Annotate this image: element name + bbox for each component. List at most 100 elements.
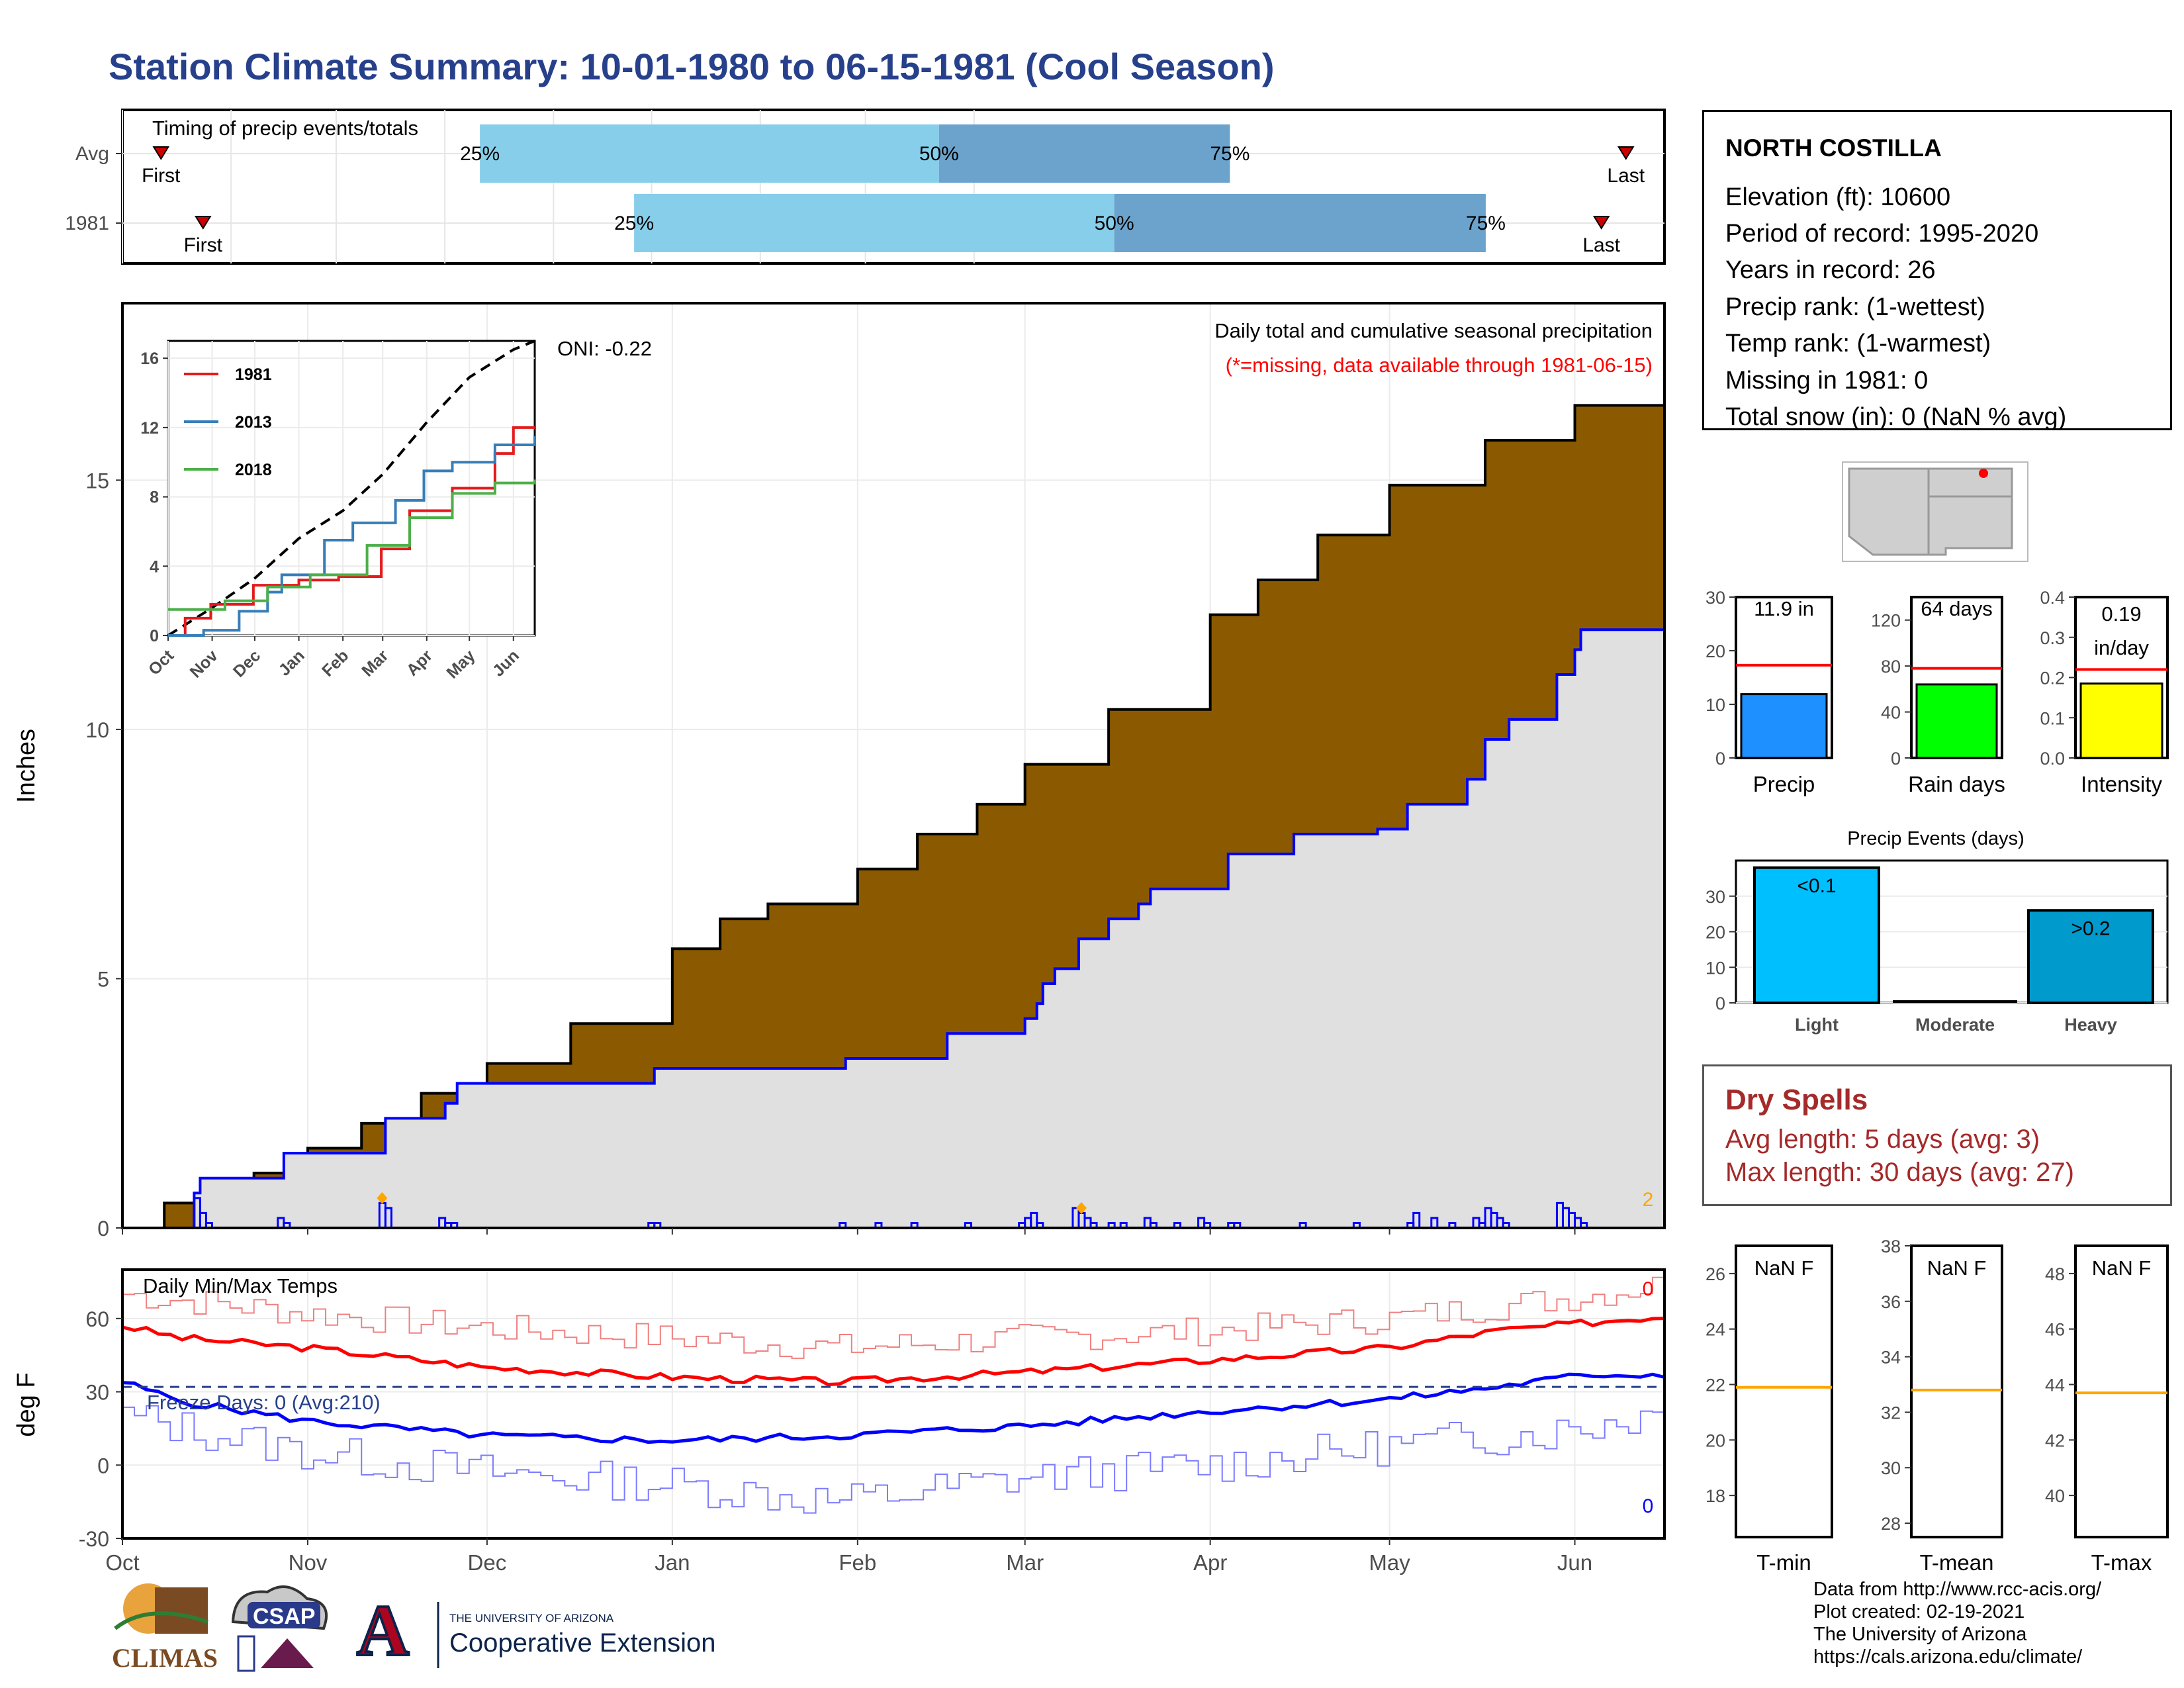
station-name: NORTH COSTILLA <box>1725 134 1942 162</box>
csap-logo: CSAP <box>231 1585 328 1672</box>
timing-pct-50: 50% <box>919 143 959 165</box>
temps-tick-label: 30 <box>85 1381 109 1405</box>
precip-tick-label: 10 <box>85 718 109 742</box>
summary-tick-label: 0 <box>1891 749 1901 769</box>
temps-background <box>122 1270 1664 1538</box>
month-label: Apr <box>1193 1550 1227 1575</box>
dry-spells-heading: Dry Spells <box>1725 1084 1868 1116</box>
station-temp-rank: Temp rank: (1-warmest) <box>1725 330 1991 357</box>
station-missing: Missing in 1981: 0 <box>1725 367 1929 395</box>
timing-pct-75: 75% <box>1210 143 1250 165</box>
precip-note: (*=missing, data available through 1981-… <box>1226 353 1653 377</box>
station-snow: Total snow (in): 0 (NaN % avg) <box>1725 403 2067 431</box>
temp-box-value: NaN F <box>1927 1256 1987 1280</box>
summary-tick-label: 120 <box>1871 611 1901 631</box>
timing-bar-50-75 <box>938 124 1230 183</box>
events-bar-label: <0.1 <box>1797 875 1836 897</box>
station-precip-rank: Precip rank: (1-wettest) <box>1725 293 1985 321</box>
events-bar-label: >0.2 <box>2071 917 2110 939</box>
timing-pct-25: 25% <box>614 212 654 234</box>
inset-series-line <box>168 426 535 637</box>
temp-box-tick-label: 20 <box>1706 1430 1725 1450</box>
timing-bar-25-50 <box>634 194 1115 252</box>
events-tick-label: 30 <box>1706 887 1725 907</box>
events-bar <box>2027 909 2154 1004</box>
temp-box-label: T-min <box>1756 1550 1811 1575</box>
temp-box-tick-label: 34 <box>1881 1348 1901 1368</box>
last-marker-icon <box>1592 216 1610 230</box>
month-label: Jan <box>655 1550 690 1575</box>
inset-tick-label: 4 <box>150 557 159 576</box>
temps-tick-label: 0 <box>97 1454 109 1477</box>
dry-spells-avg: Avg length: 5 days (avg: 3) <box>1725 1125 2040 1154</box>
temp-box-tick-label: 44 <box>2045 1376 2065 1395</box>
avg-min-line <box>122 1372 1665 1444</box>
first-marker-icon <box>195 216 212 230</box>
summary-tick-label: 0.2 <box>2040 669 2065 688</box>
summary-tick-label: 20 <box>1706 641 1725 661</box>
timing-title: Timing of precip events/totals <box>152 117 418 140</box>
logos: CLIMAS CSAP A THE UNIVERSITY OF ARIZONA … <box>112 1583 715 1673</box>
summary-tick-label: 0 <box>1715 749 1725 769</box>
arizona-shape <box>1848 467 1930 556</box>
daily-min-line <box>122 1405 1665 1514</box>
temp-box-frame <box>2074 1244 2169 1538</box>
credit-line: The University of Arizona <box>1813 1624 2027 1645</box>
temp-box-tick-label: 40 <box>2045 1486 2065 1506</box>
freeze-days-label: Freeze Days: 0 (Avg:210) <box>147 1391 381 1414</box>
page-title: Station Climate Summary: 10-01-1980 to 0… <box>109 46 1275 87</box>
timing-last-label: Last <box>1582 234 1620 256</box>
temps-ylabel: deg F <box>13 1372 40 1436</box>
temp-box-frame <box>1735 1244 1833 1538</box>
timing-row-label: 1981 <box>65 212 109 234</box>
precip-heading: Daily total and cumulative seasonal prec… <box>1214 319 1653 342</box>
temp-box-value: NaN F <box>1754 1256 1814 1280</box>
inset-average-line <box>167 340 535 637</box>
events-tick-label: 20 <box>1706 923 1725 943</box>
summary-tick-label: 40 <box>1881 703 1901 723</box>
obs-cumulative-line <box>122 628 1664 1229</box>
summary-bar-label: Rain days <box>1908 772 2005 796</box>
temp-box-tick-label: 18 <box>1706 1486 1725 1506</box>
temp-box-value: NaN F <box>2092 1256 2152 1280</box>
summary-value-label: 0.19 <box>2101 602 2141 626</box>
inset-series-line <box>168 436 536 637</box>
summary-tick-label: 0.0 <box>2040 749 2065 769</box>
credit-line: Data from http://www.rcc-acis.org/ <box>1813 1579 2102 1600</box>
temps-title: Daily Min/Max Temps <box>143 1274 338 1297</box>
timing-pct-75: 75% <box>1466 212 1506 234</box>
temp-box-tick-label: 30 <box>1881 1458 1901 1478</box>
summary-tick-label: 0.3 <box>2040 628 2065 648</box>
temp-box-tick-label: 22 <box>1706 1376 1725 1395</box>
missing-count: 2 <box>1643 1189 1654 1211</box>
summary-value-label: 11.9 in <box>1754 597 1814 620</box>
climas-text: CLIMAS <box>112 1643 218 1673</box>
first-marker-icon <box>152 146 170 160</box>
temp-box-tick-label: 26 <box>1706 1264 1725 1284</box>
summary-tick-label: 30 <box>1706 588 1725 608</box>
events-category-label: Moderate <box>1915 1015 1995 1035</box>
temp-box-tick-label: 42 <box>2045 1430 2065 1450</box>
inset-tick-label: 0 <box>150 627 159 645</box>
summary-bar <box>2079 682 2163 759</box>
month-label: Oct <box>105 1550 139 1575</box>
summary-bar <box>1740 693 1828 759</box>
obs-cumulative-area <box>122 630 1664 1228</box>
events-tick-label: 10 <box>1706 958 1725 978</box>
temp-box-tick-label: 28 <box>1881 1514 1901 1534</box>
station-years: Years in record: 26 <box>1725 256 1936 284</box>
inset-legend-label: 2018 <box>235 461 272 479</box>
dry-spells-max: Max length: 30 days (avg: 27) <box>1725 1158 2074 1187</box>
temp-box-tick-label: 36 <box>1881 1292 1901 1312</box>
temps-frame <box>121 1268 1666 1540</box>
climas-swoosh <box>114 1611 208 1630</box>
credits: Data from http://www.rcc-acis.org/ Plot … <box>1813 1578 2101 1668</box>
climas-shape <box>155 1587 208 1634</box>
precip-ylabel: Inches <box>13 729 40 803</box>
avg-max-line <box>122 1317 1665 1387</box>
inset-tick-label: 12 <box>140 419 159 438</box>
summary-bar-label: Intensity <box>2081 772 2162 796</box>
max-count: 0 <box>1643 1278 1654 1300</box>
timing-first-label: First <box>184 234 223 256</box>
ua-a-icon: A <box>357 1590 409 1671</box>
